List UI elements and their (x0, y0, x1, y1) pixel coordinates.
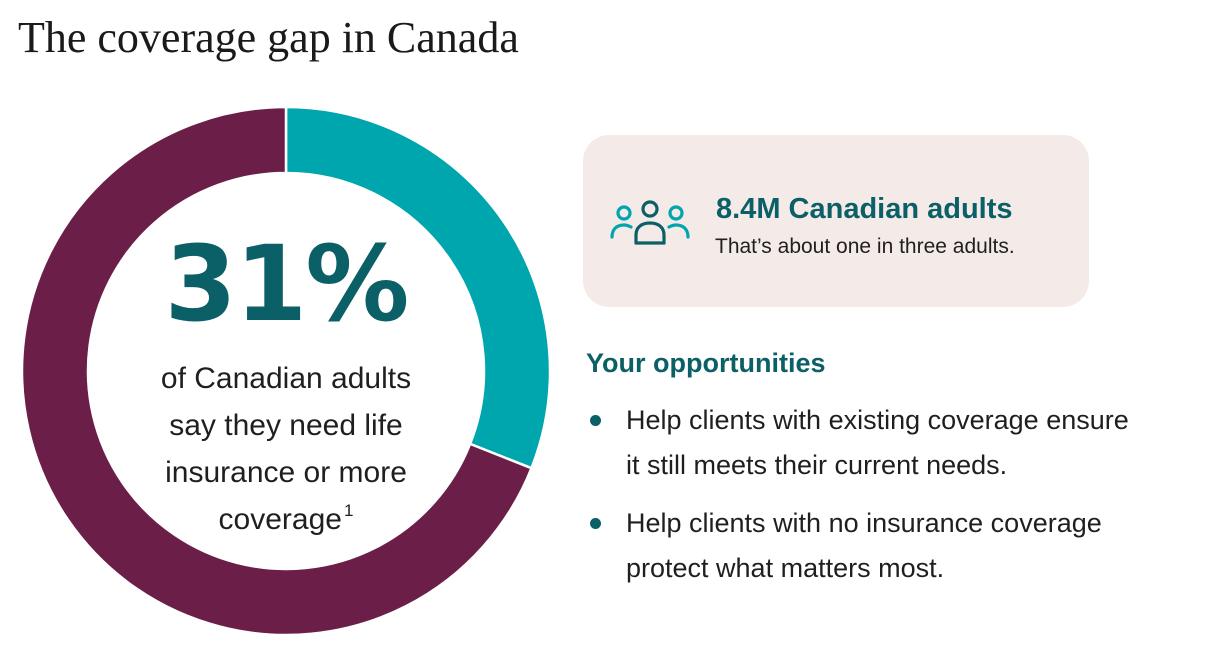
people-group-icon (610, 200, 690, 245)
donut-slice-need-coverage (284, 107, 550, 470)
opportunities-heading: Your opportunities (586, 348, 826, 378)
big-percentage: 31% (164, 223, 410, 345)
description-line: say they need life (169, 409, 403, 442)
description-line: insurance or more (165, 456, 407, 489)
description-line-text: coverage (218, 503, 342, 536)
donut-description: of Canadian adults say they need life in… (106, 355, 466, 543)
description-line: of Canadian adults (160, 362, 412, 395)
description-line-last: coverage 1 (106, 496, 466, 543)
donut-center: 31% of Canadian adults say they need lif… (106, 225, 466, 543)
stat-headline: 8.4M Canadian adults (716, 193, 1013, 225)
donut-chart-svg (22, 107, 550, 635)
list-item-line: it still meets their current needs. (626, 450, 1008, 480)
list-item: Help clients with no insurance coverage … (586, 501, 1196, 591)
stat-card: 8.4M Canadian adults That’s about one in… (583, 135, 1089, 307)
opportunities-list: Help clients with existing coverage ensu… (586, 398, 1196, 604)
donut-slice-remainder (22, 107, 534, 635)
page-title: The coverage gap in Canada (18, 13, 519, 62)
footnote-marker: 1 (343, 501, 354, 520)
stat-subtext: That’s about one in three adults. (715, 235, 1015, 258)
donut-chart: 31% of Canadian adults say they need lif… (22, 107, 550, 635)
bullet-icon (590, 415, 601, 426)
list-item-line: Help clients with no insurance coverage (626, 508, 1102, 538)
bullet-icon (590, 518, 601, 529)
list-item: Help clients with existing coverage ensu… (586, 398, 1196, 488)
list-item-line: Help clients with existing coverage ensu… (626, 405, 1129, 435)
list-item-line: protect what matters most. (626, 553, 945, 583)
